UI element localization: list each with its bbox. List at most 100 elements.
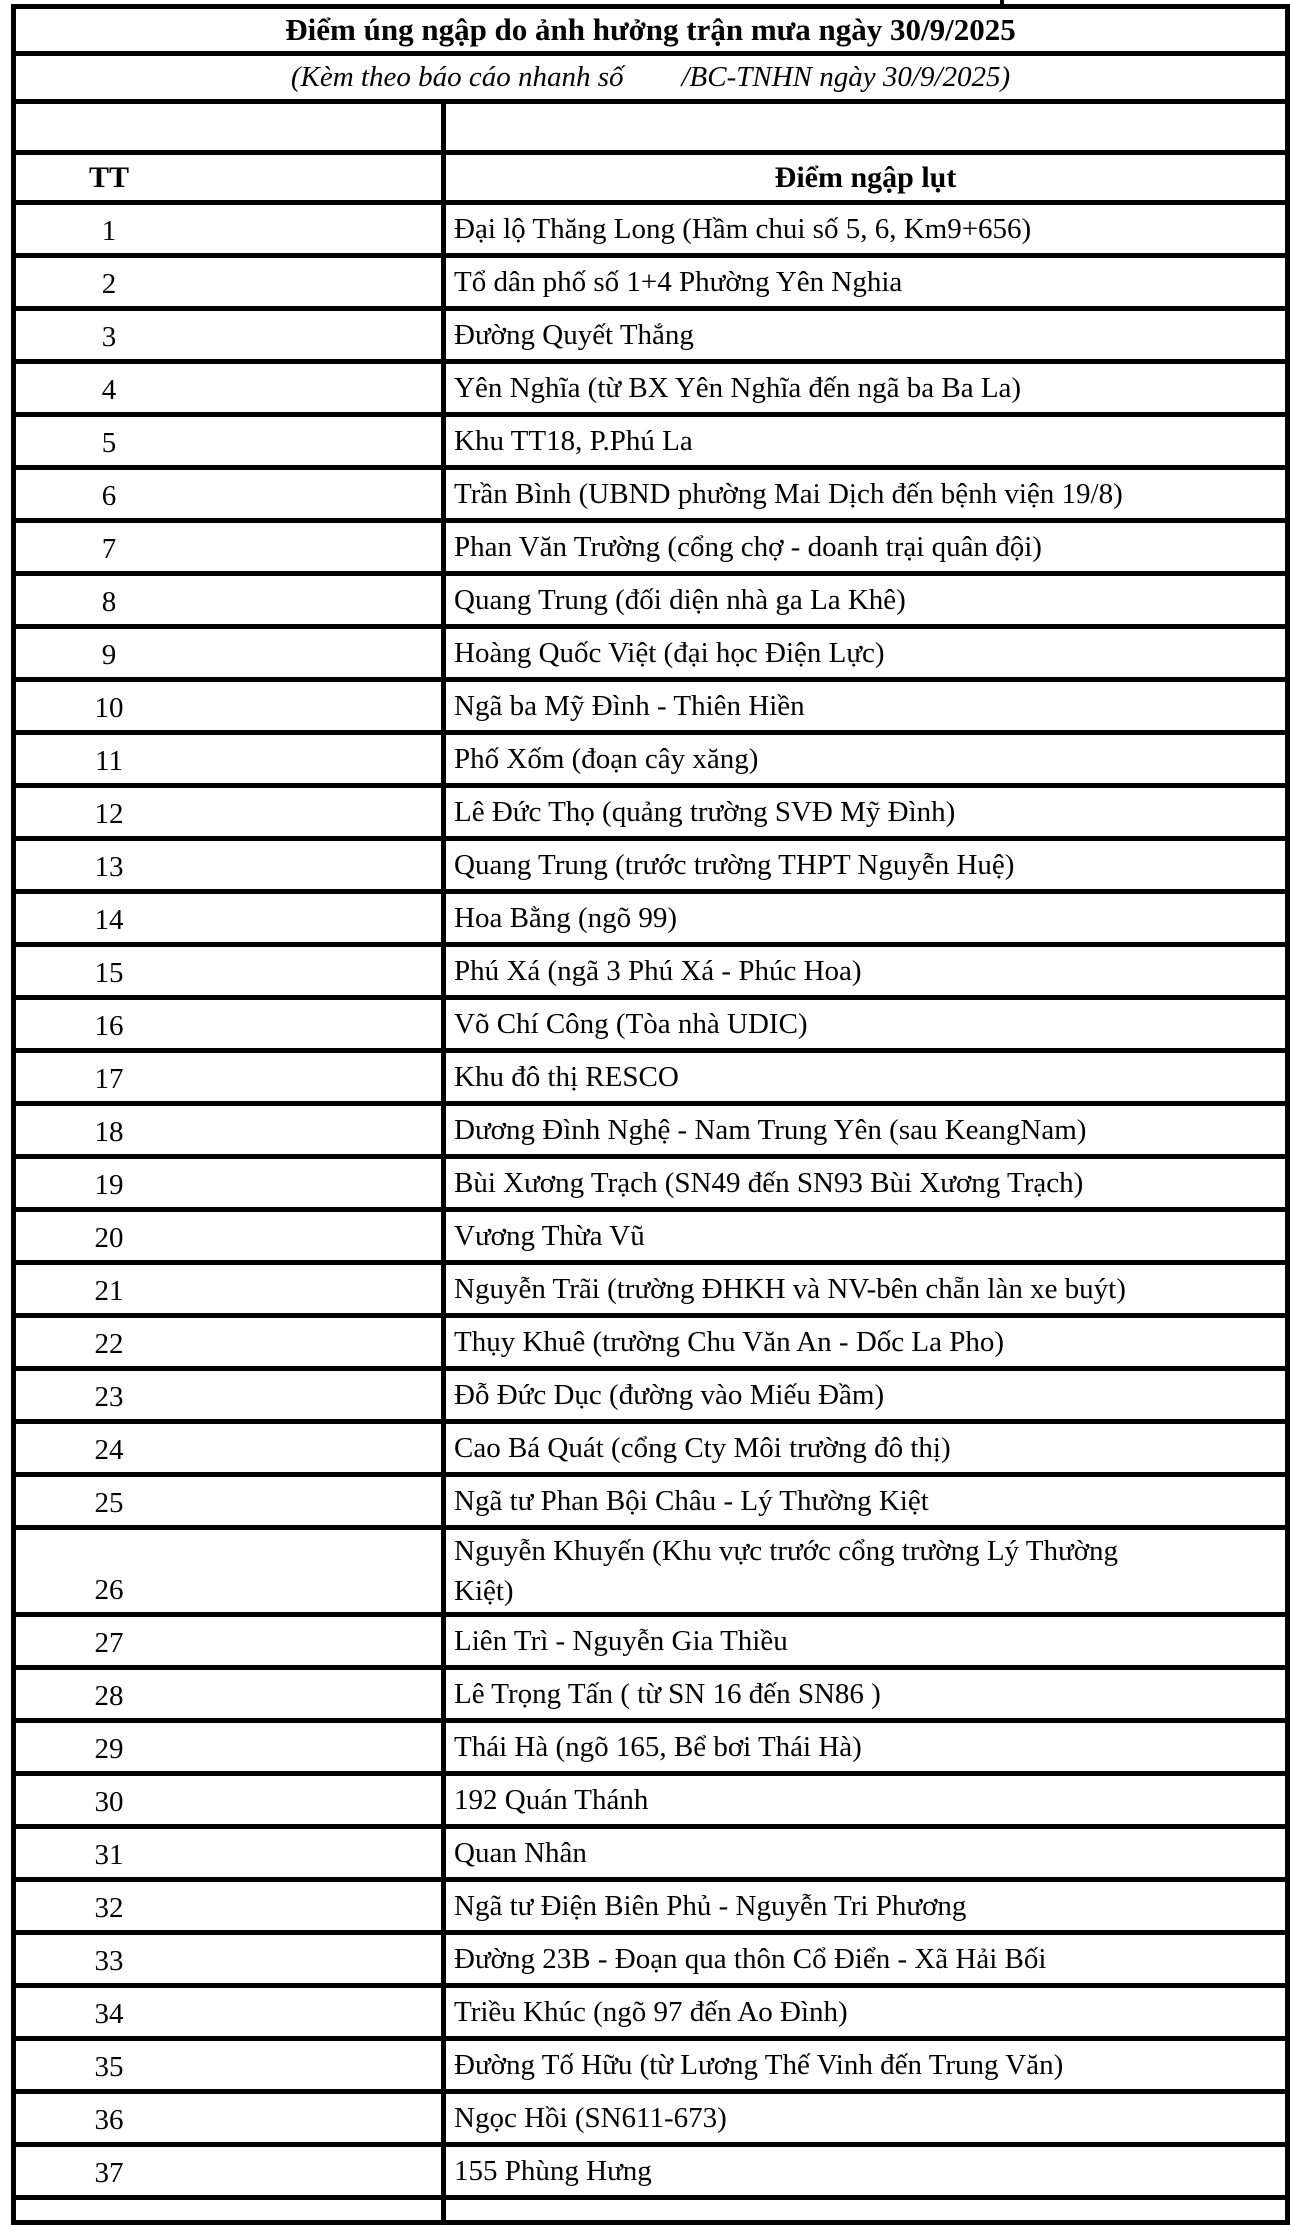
- table-row: 26 Nguyễn Khuyến (Khu vực trước cổng trư…: [11, 1525, 1290, 1617]
- flood-point-cell: Liên Trì - Nguyễn Gia Thiều: [440, 1612, 1290, 1670]
- cropped-row-sliver: [0, 0, 1290, 4]
- table-row: 36 Ngọc Hồi (SN611-673): [11, 2089, 1290, 2147]
- table-row: 28 Lê Trọng Tấn ( từ SN 16 đến SN86 ): [11, 1665, 1290, 1723]
- table-row: 1 Đại lộ Thăng Long (Hầm chui số 5, 6, K…: [11, 200, 1290, 258]
- row-number-cell: 12: [11, 783, 446, 841]
- report-subtitle-right: /BC-TNHN ngày 30/9/2025): [681, 61, 1011, 93]
- table-row: 4 Yên Nghĩa (từ BX Yên Nghĩa đến ngã ba …: [11, 359, 1290, 417]
- row-number-cell: 6: [11, 465, 446, 523]
- row-number-cell: 34: [11, 1983, 446, 2041]
- table-row: 19 Bùi Xương Trạch (SN49 đến SN93 Bùi Xư…: [11, 1154, 1290, 1212]
- flood-point-cell: Thái Hà (ngõ 165, Bể bơi Thái Hà): [440, 1718, 1290, 1776]
- row-number-cell: 21: [11, 1260, 446, 1318]
- row-number-cell: 18: [11, 1101, 446, 1159]
- flood-point-cell: Quang Trung (đối diện nhà ga La Khê): [440, 571, 1290, 629]
- table-row: 32 Ngã tư Điện Biên Phủ - Nguyễn Tri Phư…: [11, 1877, 1290, 1935]
- row-number-cell: 1: [11, 200, 446, 258]
- table-row: 34 Triều Khúc (ngõ 97 đến Ao Đình): [11, 1983, 1290, 2041]
- table-row: 3 Đường Quyết Thắng: [11, 306, 1290, 364]
- table-body: 1 Đại lộ Thăng Long (Hầm chui số 5, 6, K…: [11, 200, 1290, 2200]
- cropped-cell-border: [1000, 0, 1004, 4]
- table-row: 15 Phú Xá (ngã 3 Phú Xá - Phúc Hoa): [11, 942, 1290, 1000]
- column-header-flood-point: Điểm ngập lụt: [440, 150, 1290, 205]
- flood-point-cell: Phú Xá (ngã 3 Phú Xá - Phúc Hoa): [440, 942, 1290, 1000]
- table-row: 22 Thụy Khuê (trường Chu Văn An - Dốc La…: [11, 1313, 1290, 1371]
- flood-point-cell: Ngọc Hồi (SN611-673): [440, 2089, 1290, 2147]
- row-number-cell: 28: [11, 1665, 446, 1723]
- table-row: 37 155 Phùng Hưng: [11, 2142, 1290, 2200]
- partial-cell-tt: [11, 2195, 446, 2225]
- flood-point-cell: Quang Trung (trước trường THPT Nguyễn Hu…: [440, 836, 1290, 894]
- table-row: 29 Thái Hà (ngõ 165, Bể bơi Thái Hà): [11, 1718, 1290, 1776]
- table-row: 12 Lê Đức Thọ (quảng trường SVĐ Mỹ Đình): [11, 783, 1290, 841]
- flood-point-cell: Thụy Khuê (trường Chu Văn An - Dốc La Ph…: [440, 1313, 1290, 1371]
- flood-point-cell: Trần Bình (UBND phường Mai Dịch đến bệnh…: [440, 465, 1290, 523]
- flood-point-cell: Cao Bá Quát (cổng Cty Môi trường đô thị): [440, 1419, 1290, 1477]
- row-number-cell: 26: [11, 1525, 446, 1617]
- table-row: 31 Quan Nhân: [11, 1824, 1290, 1882]
- table-row: 23 Đỗ Đức Dục (đường vào Miếu Đầm): [11, 1366, 1290, 1424]
- subtitle-row: (Kèm theo báo cáo nhanh số/BC-TNHN ngày …: [10, 51, 1290, 104]
- flood-point-cell: Tổ dân phố số 1+4 Phường Yên Nghia: [440, 253, 1290, 311]
- table-row: 21 Nguyễn Trãi (trường ĐHKH và NV-bên ch…: [11, 1260, 1290, 1318]
- row-number-cell: 20: [11, 1207, 446, 1265]
- table-row: 2 Tổ dân phố số 1+4 Phường Yên Nghia: [11, 253, 1290, 311]
- flood-points-table: Điểm úng ngập do ảnh hưởng trận mưa ngày…: [10, 4, 1290, 2225]
- table-row: 20 Vương Thừa Vũ: [11, 1207, 1290, 1265]
- row-number-cell: 29: [11, 1718, 446, 1776]
- table-row: 11 Phố Xốm (đoạn cây xăng): [11, 730, 1290, 788]
- flood-point-cell: Lê Trọng Tấn ( từ SN 16 đến SN86 ): [440, 1665, 1290, 1723]
- row-number-cell: 16: [11, 995, 446, 1053]
- table-row: 13 Quang Trung (trước trường THPT Nguyễn…: [11, 836, 1290, 894]
- table-row: 10 Ngã ba Mỹ Đình - Thiên Hiền: [11, 677, 1290, 735]
- row-number-cell: 25: [11, 1472, 446, 1530]
- row-number-cell: 7: [11, 518, 446, 576]
- flood-point-cell: Đường 23B - Đoạn qua thôn Cổ Điển - Xã H…: [440, 1930, 1290, 1988]
- row-number-cell: 37: [11, 2142, 446, 2200]
- flood-point-cell: Hoàng Quốc Việt (đại học Điện Lực): [440, 624, 1290, 682]
- row-number-cell: 13: [11, 836, 446, 894]
- row-number-cell: 14: [11, 889, 446, 947]
- flood-point-cell: Phố Xốm (đoạn cây xăng): [440, 730, 1290, 788]
- flood-point-cell: Đường Quyết Thắng: [440, 306, 1290, 364]
- empty-cell-tt: [11, 99, 446, 155]
- flood-point-cell: Đỗ Đức Dục (đường vào Miếu Đầm): [440, 1366, 1290, 1424]
- row-number-cell: 2: [11, 253, 446, 311]
- flood-point-cell: Yên Nghĩa (từ BX Yên Nghĩa đến ngã ba Ba…: [440, 359, 1290, 417]
- row-number-cell: 19: [11, 1154, 446, 1212]
- row-number-cell: 30: [11, 1771, 446, 1829]
- table-row: 17 Khu đô thị RESCO: [11, 1048, 1290, 1106]
- flood-point-cell: Bùi Xương Trạch (SN49 đến SN93 Bùi Xương…: [440, 1154, 1290, 1212]
- report-subtitle: (Kèm theo báo cáo nhanh số/BC-TNHN ngày …: [10, 51, 1290, 104]
- row-number-cell: 24: [11, 1419, 446, 1477]
- flood-point-cell: Triều Khúc (ngõ 97 đến Ao Đình): [440, 1983, 1290, 2041]
- partial-cutoff-row: [11, 2195, 1290, 2225]
- title-row: Điểm úng ngập do ảnh hưởng trận mưa ngày…: [10, 4, 1290, 56]
- row-number-cell: 36: [11, 2089, 446, 2147]
- column-header-tt: TT: [11, 150, 446, 205]
- row-number-cell: 33: [11, 1930, 446, 1988]
- table-row: 27 Liên Trì - Nguyễn Gia Thiều: [11, 1612, 1290, 1670]
- header-row: TT Điểm ngập lụt: [11, 150, 1290, 205]
- row-number-cell: 8: [11, 571, 446, 629]
- table-row: 6 Trần Bình (UBND phường Mai Dịch đến bệ…: [11, 465, 1290, 523]
- table-row: 25 Ngã tư Phan Bội Châu - Lý Thường Kiệt: [11, 1472, 1290, 1530]
- empty-cell-point: [440, 99, 1290, 155]
- flood-point-cell: Phan Văn Trường (cổng chợ - doanh trại q…: [440, 518, 1290, 576]
- flood-point-cell: Vương Thừa Vũ: [440, 1207, 1290, 1265]
- flood-point-cell: Quan Nhân: [440, 1824, 1290, 1882]
- flood-point-cell: Hoa Bằng (ngõ 99): [440, 889, 1290, 947]
- table-row: 33 Đường 23B - Đoạn qua thôn Cổ Điển - X…: [11, 1930, 1290, 1988]
- flood-point-cell: Võ Chí Công (Tòa nhà UDIC): [440, 995, 1290, 1053]
- flood-point-cell: Ngã tư Điện Biên Phủ - Nguyễn Tri Phương: [440, 1877, 1290, 1935]
- row-number-cell: 11: [11, 730, 446, 788]
- row-number-cell: 22: [11, 1313, 446, 1371]
- table-row: 16 Võ Chí Công (Tòa nhà UDIC): [11, 995, 1290, 1053]
- table-row: 30 192 Quán Thánh: [11, 1771, 1290, 1829]
- flood-point-cell: Dương Đình Nghệ - Nam Trung Yên (sau Kea…: [440, 1101, 1290, 1159]
- flood-point-cell: Ngã ba Mỹ Đình - Thiên Hiền: [440, 677, 1290, 735]
- row-number-cell: 9: [11, 624, 446, 682]
- flood-point-cell: 192 Quán Thánh: [440, 1771, 1290, 1829]
- flood-point-cell: Đại lộ Thăng Long (Hầm chui số 5, 6, Km9…: [440, 200, 1290, 258]
- flood-point-cell: Nguyễn Khuyến (Khu vực trước cổng trường…: [440, 1525, 1290, 1617]
